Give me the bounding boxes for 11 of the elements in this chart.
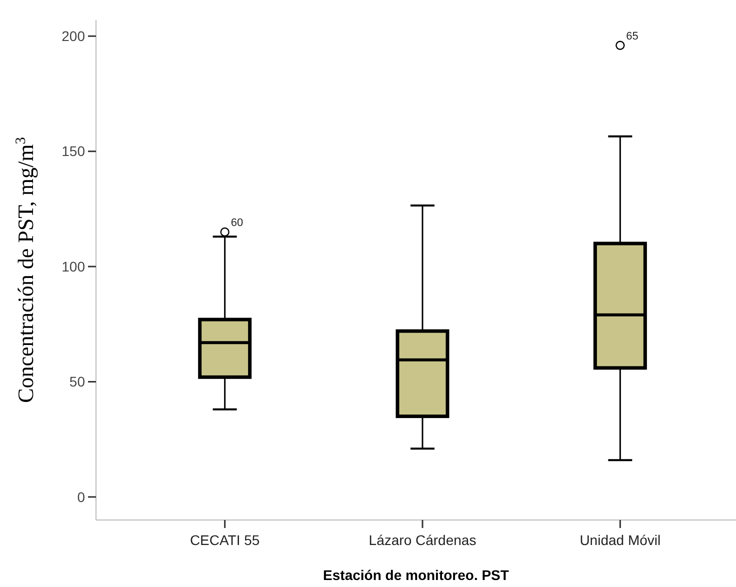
y-tick-label: 0 bbox=[77, 488, 86, 505]
y-tick-label: 150 bbox=[62, 143, 86, 160]
annotation: 60 bbox=[230, 216, 244, 229]
annotation: 65 bbox=[626, 30, 638, 42]
y-tick-label: 200 bbox=[62, 28, 86, 44]
x-tick-label: Lázaro Cárdenas bbox=[368, 532, 476, 548]
y-tick-label: 100 bbox=[62, 258, 86, 274]
x-tick-label: CECATI 55 bbox=[190, 532, 260, 548]
x-axis-title: Estación de monitoreo. PST bbox=[323, 567, 510, 583]
x-tick-label: Unidad Móvil bbox=[580, 532, 661, 548]
y-tick-label: 50 bbox=[69, 374, 86, 390]
